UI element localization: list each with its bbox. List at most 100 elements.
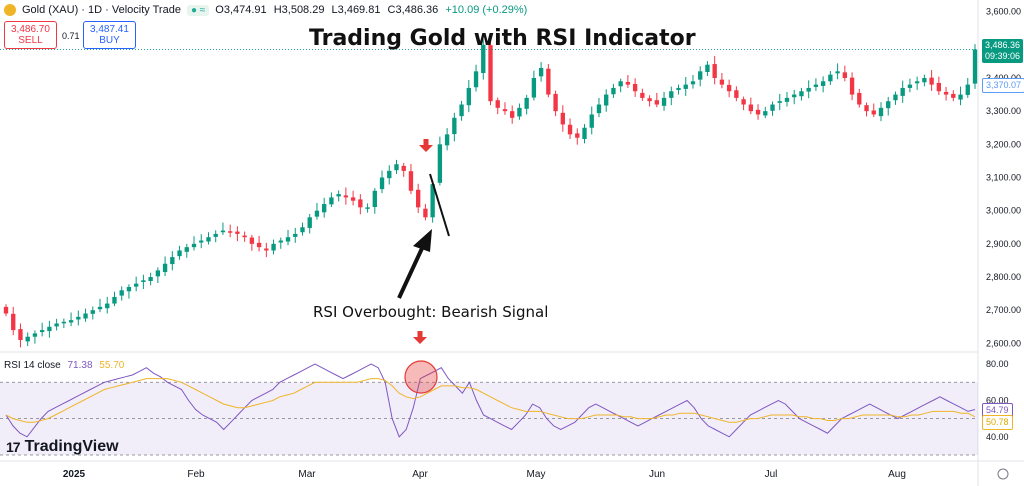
- candle-body: [343, 195, 349, 198]
- rsi-ma-value: 55.70: [99, 360, 125, 371]
- candle-body: [336, 194, 341, 197]
- candle-body: [437, 144, 443, 183]
- candle-body: [83, 313, 88, 319]
- candle-body: [162, 263, 168, 273]
- candle-body: [452, 117, 457, 135]
- candle-body: [126, 286, 132, 292]
- candle-body: [220, 230, 226, 233]
- candle-body: [698, 71, 703, 80]
- candle-body: [271, 243, 276, 251]
- candle-body: [54, 323, 59, 327]
- ohlc-values: O3,474.91 H3,508.29 L3,469.81 C3,486.36 …: [215, 4, 531, 16]
- candle-body: [495, 100, 500, 108]
- candle-body: [228, 231, 233, 233]
- candle-body: [112, 296, 117, 304]
- rsi-legend[interactable]: RSI 14 close 71.38 55.70: [4, 360, 124, 371]
- price-tick-label: 3,300.00: [986, 106, 1021, 116]
- candle-body: [640, 92, 645, 98]
- gold-coin-icon: [4, 4, 16, 16]
- candle-body: [676, 87, 681, 90]
- candle-body: [350, 197, 356, 201]
- candle-body: [191, 243, 197, 248]
- candle-body: [307, 217, 312, 228]
- candle-body: [444, 134, 450, 146]
- candle-body: [47, 326, 52, 332]
- candle-body: [900, 87, 905, 96]
- candle-body: [828, 74, 833, 82]
- candle-body: [76, 316, 81, 320]
- rsi-tick-label: 40.00: [986, 432, 1009, 442]
- candle-body: [907, 84, 913, 88]
- candle-body: [596, 104, 602, 114]
- candle-body: [423, 208, 428, 218]
- bar-countdown: 09:39:06: [985, 51, 1021, 61]
- price-tick-label: 3,400.00: [986, 73, 1021, 83]
- candle-body: [68, 320, 74, 323]
- candle-body: [481, 44, 486, 74]
- candle-body: [278, 240, 283, 243]
- candle-body: [625, 81, 631, 85]
- candle-body: [799, 91, 804, 97]
- candle-body: [524, 97, 529, 109]
- candle-body: [604, 94, 609, 106]
- last-price-tag: 3,486.36 09:39:06: [982, 39, 1024, 63]
- settings-gear-icon: [997, 468, 1009, 480]
- candle-body: [683, 84, 688, 89]
- candle-body: [936, 82, 942, 92]
- candle-body: [553, 93, 558, 112]
- candle-body: [61, 321, 67, 324]
- candle-body: [835, 71, 840, 74]
- high-value: H3,508.29: [273, 4, 325, 16]
- candle-body: [813, 84, 819, 87]
- candle-body: [893, 94, 898, 101]
- buy-button[interactable]: 3,487.41 BUY: [83, 21, 136, 49]
- sell-price: 3,486.70: [11, 24, 50, 35]
- ma-price-tag: 3,370.07: [982, 78, 1024, 93]
- candle-body: [170, 257, 175, 265]
- rsi-tick-label: 60.00: [986, 395, 1009, 405]
- time-tick-label: Mar: [298, 469, 316, 480]
- candle-body: [669, 91, 674, 98]
- rsi-ma-line: [5, 378, 976, 423]
- candle-body: [618, 81, 623, 87]
- price-tick-label: 3,600.00: [986, 7, 1021, 17]
- candle-body: [654, 100, 659, 105]
- time-tick-label: Feb: [187, 469, 205, 480]
- candle-body: [133, 283, 139, 287]
- candle-body: [155, 270, 161, 277]
- candle-body: [329, 197, 334, 205]
- candle-body: [206, 237, 211, 242]
- red-arrow-rsi-icon-stem: [417, 331, 423, 337]
- price-tick-label: 2,800.00: [986, 272, 1021, 282]
- candle-body: [39, 330, 45, 333]
- candle-body: [611, 87, 616, 95]
- sell-button[interactable]: 3,486.70 SELL: [4, 21, 57, 49]
- candle-body: [466, 87, 471, 106]
- candle-body: [235, 231, 240, 234]
- candle-body: [372, 190, 377, 208]
- candle-body: [777, 101, 782, 103]
- candle-body: [929, 77, 934, 85]
- candle-body: [719, 79, 725, 85]
- tradingview-logo[interactable]: 17 TradingView: [6, 438, 119, 456]
- candle-body: [741, 99, 746, 105]
- candle-body: [365, 207, 370, 209]
- candle-body: [264, 248, 269, 251]
- candle-body: [314, 210, 320, 217]
- time-tick-label: Aug: [888, 469, 906, 480]
- candle-body: [575, 133, 580, 138]
- candle-body: [401, 165, 406, 171]
- candle-body: [322, 204, 327, 213]
- candle-body: [690, 81, 696, 85]
- candle-body: [705, 64, 710, 73]
- candle-body: [632, 83, 638, 92]
- symbol-title[interactable]: Gold (XAU) · 1D · Velocity Trade: [22, 4, 181, 16]
- candle-body: [755, 109, 761, 115]
- symbol-header[interactable]: Gold (XAU) · 1D · Velocity Trade ● ≈ O3,…: [4, 4, 531, 16]
- price-tick-label: 2,900.00: [986, 239, 1021, 249]
- candle-body: [18, 329, 23, 341]
- candle-body: [972, 49, 978, 84]
- market-status-icon[interactable]: ● ≈: [186, 4, 210, 16]
- candle-body: [25, 336, 30, 342]
